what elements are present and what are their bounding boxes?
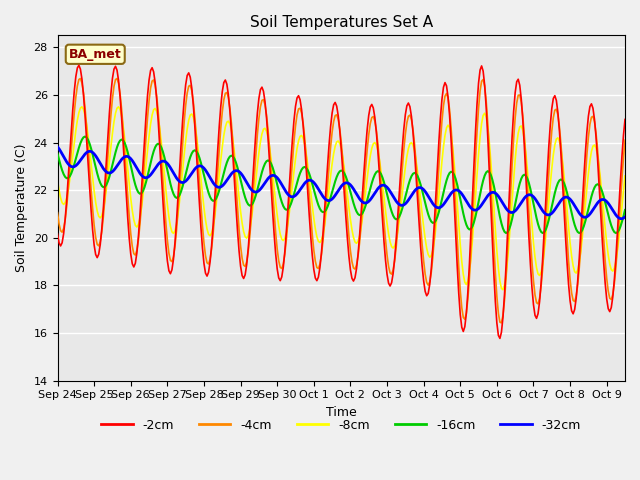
Title: Soil Temperatures Set A: Soil Temperatures Set A xyxy=(250,15,433,30)
Text: BA_met: BA_met xyxy=(69,48,122,61)
X-axis label: Time: Time xyxy=(326,406,356,419)
Y-axis label: Soil Temperature (C): Soil Temperature (C) xyxy=(15,144,28,272)
Legend: -2cm, -4cm, -8cm, -16cm, -32cm: -2cm, -4cm, -8cm, -16cm, -32cm xyxy=(97,414,586,437)
